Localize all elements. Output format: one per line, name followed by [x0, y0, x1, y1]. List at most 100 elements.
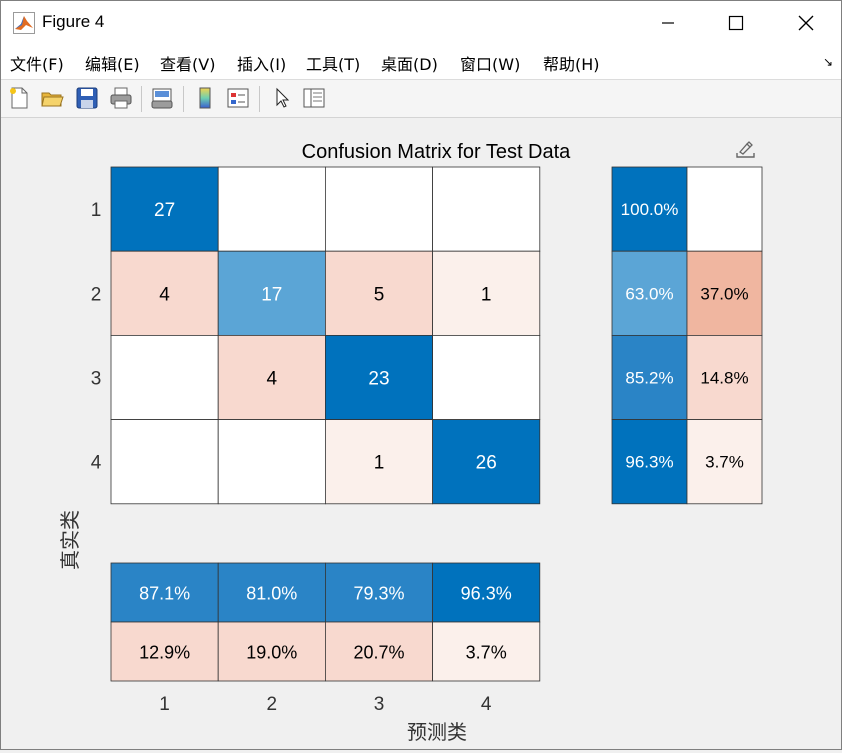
confusion-matrix-grid: 274 17 5 14 231 26: [110, 166, 541, 505]
open-folder-icon: [41, 92, 64, 107]
x-tick-label: 1: [159, 694, 170, 715]
matrix-cell: [110, 334, 219, 420]
insert-colorbar-button[interactable]: [191, 84, 219, 112]
colorbar-icon: [199, 87, 211, 109]
menu-bar: 文件(F) 编辑(E) 查看(V) 插入(I) 工具(T) 桌面(D) 窗口(W…: [1, 45, 841, 80]
column-summary-value: 19.0%: [246, 643, 297, 663]
matrix-cell-value: 17: [261, 284, 282, 305]
matrix-cell-value: 27: [154, 200, 175, 221]
row-summary-cell: [686, 166, 763, 252]
menu-tools[interactable]: 工具(T): [306, 55, 361, 74]
y-tick-label: 3: [91, 369, 102, 390]
minimize-button[interactable]: [634, 1, 702, 45]
menu-view[interactable]: 查看(V): [160, 55, 216, 74]
y-tick-labels: 1 2 3 4: [91, 200, 102, 474]
y-axis-label: 真实类: [58, 510, 82, 570]
row-summary-cell: [686, 250, 763, 336]
property-inspector-icon: [303, 88, 325, 108]
y-tick-label: 2: [91, 284, 102, 305]
edit-plot-button[interactable]: [268, 84, 296, 112]
toolbar-separator: [183, 86, 184, 112]
menu-file[interactable]: 文件(F): [10, 55, 64, 74]
menu-window[interactable]: 窗口(W): [460, 55, 521, 74]
matrix-cell: [217, 250, 326, 336]
column-summary-cell: [110, 562, 219, 623]
export-axes-icon[interactable]: [736, 141, 755, 158]
row-summary-value: 14.8%: [700, 369, 748, 388]
row-summary-value: 100.0%: [621, 200, 679, 219]
print-icon: [110, 87, 132, 109]
matrix-cell-value: 23: [368, 369, 389, 390]
minimize-icon: [662, 22, 674, 24]
pointer-arrow-icon: [276, 87, 290, 108]
dock-arrow-icon[interactable]: ↘: [822, 55, 833, 69]
save-button[interactable]: [73, 84, 101, 112]
matrix-cell: [324, 166, 433, 252]
title-bar[interactable]: Figure 4: [1, 1, 841, 45]
row-summary-cell: [611, 166, 688, 252]
matrix-cell: [432, 166, 541, 252]
matrix-cell: [324, 419, 433, 505]
column-summary-value: 79.3%: [353, 584, 404, 604]
maximize-icon: [728, 15, 744, 31]
column-summary-value: 3.7%: [466, 643, 507, 663]
matrix-cell-value: 5: [374, 284, 385, 305]
column-summary-grid: 87.1% 81.0% 79.3% 96.3% 12.9% 19.0% 20.7% 3.7%: [110, 562, 541, 682]
matlab-icon: [13, 12, 35, 34]
insert-legend-button[interactable]: [224, 84, 252, 112]
row-summary-cell: [611, 334, 688, 420]
column-summary-value: 96.3%: [461, 584, 512, 604]
window-title: Figure 4: [42, 12, 105, 31]
column-summary-cell: [432, 621, 541, 682]
x-tick-label: 2: [267, 694, 278, 715]
x-tick-labels: 1 2 3 4: [159, 694, 492, 715]
save-icon: [76, 87, 98, 109]
column-summary-cell: [110, 621, 219, 682]
matrix-cell: [432, 419, 541, 505]
print-preview-icon: [151, 88, 173, 109]
row-summary-value: 3.7%: [705, 453, 744, 472]
figure-toolbar: [1, 80, 841, 118]
property-inspector-button[interactable]: [300, 84, 328, 112]
toolbar-separator: [259, 86, 260, 112]
row-summary-grid: 100.0% 63.0% 37.0% 85.2% 14.8% 96.3% 3.7%: [611, 166, 763, 505]
row-summary-value: 37.0%: [700, 284, 748, 303]
matrix-cell: [432, 334, 541, 420]
matrix-cell: [217, 419, 326, 505]
open-file-button[interactable]: [38, 84, 66, 112]
matrix-cell: [217, 166, 326, 252]
new-file-icon: [10, 87, 28, 109]
row-summary-value: 85.2%: [625, 369, 673, 388]
column-summary-cell: [217, 562, 326, 623]
matrix-cell-value: 4: [267, 369, 278, 390]
x-tick-label: 4: [481, 694, 492, 715]
matrix-cell: [110, 419, 219, 505]
column-summary-cell: [324, 621, 433, 682]
row-summary-cell: [611, 250, 688, 336]
matrix-cell-value: 26: [476, 453, 497, 474]
row-summary-cell: [686, 334, 763, 420]
menu-help[interactable]: 帮助(H): [543, 55, 600, 74]
toolbar-separator: [141, 86, 142, 112]
column-summary-cell: [217, 621, 326, 682]
menu-insert[interactable]: 插入(I): [237, 55, 287, 74]
row-summary-cell: [686, 419, 763, 505]
print-button[interactable]: [107, 84, 135, 112]
close-icon: [798, 15, 814, 31]
matrix-cell-value: 1: [481, 284, 492, 305]
maximize-button[interactable]: [702, 1, 770, 45]
column-summary-cell: [432, 562, 541, 623]
chart-title: Confusion Matrix for Test Data: [302, 141, 572, 163]
print-preview-button[interactable]: [148, 84, 176, 112]
close-button[interactable]: [772, 1, 840, 45]
matrix-cell-value: 4: [159, 284, 170, 305]
row-summary-cell: [611, 419, 688, 505]
menu-desktop[interactable]: 桌面(D): [381, 55, 438, 74]
new-figure-button[interactable]: [5, 84, 33, 112]
row-summary-value: 96.3%: [625, 453, 673, 472]
menu-edit[interactable]: 编辑(E): [85, 55, 140, 74]
figure-canvas: Confusion Matrix for Test Data 27 4 17 5 1 4 2…: [1, 118, 841, 749]
y-tick-label: 4: [91, 453, 102, 474]
y-tick-label: 1: [91, 200, 102, 221]
matrix-cell-value: 1: [374, 453, 385, 474]
